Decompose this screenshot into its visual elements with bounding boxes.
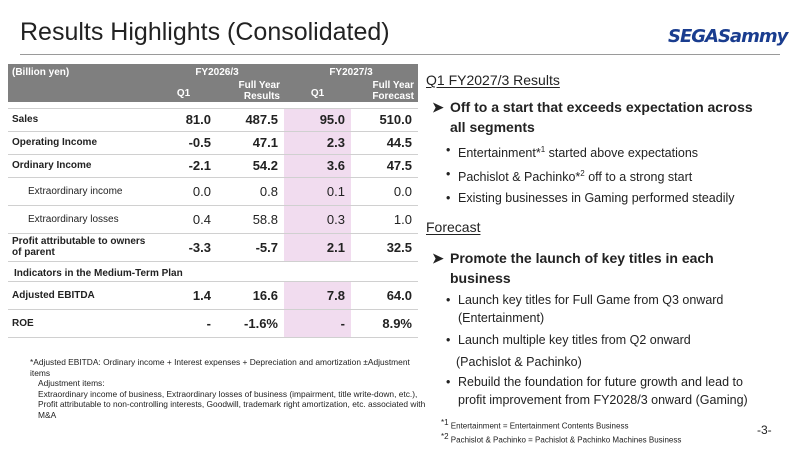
table-cell: 0.4 xyxy=(150,205,217,234)
table-header-row: (Billion yen) FY2026/3 FY2027/3 xyxy=(8,64,418,102)
table-cell: - xyxy=(150,309,217,338)
table-cell: 8.9% xyxy=(351,309,418,338)
forecast-sub-list: • Launch key titles for Full Game from Q… xyxy=(446,291,786,409)
title-divider xyxy=(20,54,780,55)
table-cell: 2.3 xyxy=(284,131,351,155)
main-bullet-line: Promote the launch of key titles in each xyxy=(450,250,714,266)
table-cell: 64.0 xyxy=(351,281,418,310)
table-cell: -5.7 xyxy=(217,233,284,262)
results-table: (Billion yen) FY2026/3 FY2027/3 Q1 Full … xyxy=(8,64,418,338)
row-label: Profit attributable to owners of parent xyxy=(8,233,150,262)
col-header: Full Year Results xyxy=(217,80,284,102)
table-cell: 7.8 xyxy=(284,281,351,310)
table-cell: 2.1 xyxy=(284,233,351,262)
table-cell: 54.2 xyxy=(217,154,284,178)
section-row: Indicators in the Medium-Term Plan xyxy=(8,261,418,282)
table-row: Extraordinary income 0.0 0.8 0.1 0.0 xyxy=(8,177,418,206)
list-item: • Existing businesses in Gaming performe… xyxy=(446,191,735,206)
forecast-main-bullet: ➤ Promote the launch of key titles in ea… xyxy=(432,248,782,288)
table-spacer xyxy=(8,102,418,109)
table-cell: 1.4 xyxy=(150,281,217,310)
table-cell: 0.0 xyxy=(150,177,217,206)
company-logo: SEGASammy xyxy=(668,26,788,47)
table-row: Profit attributable to owners of parent … xyxy=(8,233,418,262)
list-item: • Launch multiple key titles from Q2 onw… xyxy=(446,333,691,369)
row-label: Extraordinary losses xyxy=(8,205,150,234)
footnote-line: *1 Entertainment = Entertainment Content… xyxy=(441,418,629,431)
bullet-dot-icon: • xyxy=(446,293,451,307)
table-cell: -1.6% xyxy=(217,309,284,338)
row-label: Adjusted EBITDA xyxy=(8,281,150,310)
ebitda-footnote: *Adjusted EBITDA: Ordinary income + Inte… xyxy=(30,357,430,420)
arrow-bullet-icon: ➤ xyxy=(432,250,444,266)
table-row: Adjusted EBITDA 1.4 16.6 7.8 64.0 xyxy=(8,281,418,310)
footnote-line: *Adjusted EBITDA: Ordinary income + Inte… xyxy=(30,357,410,378)
bullet-dot-icon: • xyxy=(446,333,451,347)
results-main-bullet: ➤ Off to a start that exceeds expectatio… xyxy=(432,97,782,137)
table-cell: 95.0 xyxy=(284,108,351,132)
table-subheader-row: Q1 Full Year Results Q1 Full Year Foreca… xyxy=(8,80,418,102)
row-label: ROE xyxy=(8,309,150,338)
results-sub-list: • Entertainment*1 started above expectat… xyxy=(446,141,786,207)
page-title: Results Highlights (Consolidated) xyxy=(20,18,390,46)
table-cell: -2.1 xyxy=(150,154,217,178)
table-row: Operating Income -0.5 47.1 2.3 44.5 xyxy=(8,131,418,155)
col-header: Q1 xyxy=(150,80,217,102)
bullet-dot-icon: • xyxy=(446,143,451,157)
table-cell: 0.3 xyxy=(284,205,351,234)
table-cell: 44.5 xyxy=(351,131,418,155)
table-cell: 81.0 xyxy=(150,108,217,132)
table-cell: 510.0 xyxy=(351,108,418,132)
table-cell: 58.8 xyxy=(217,205,284,234)
table-cell: 0.0 xyxy=(351,177,418,206)
table-row: ROE - -1.6% - 8.9% xyxy=(8,309,418,338)
row-label: Ordinary Income xyxy=(8,154,150,178)
group-header-fy2026: FY2026/3 xyxy=(150,64,284,80)
table-cell: 0.1 xyxy=(284,177,351,206)
unit-label: (Billion yen) xyxy=(8,64,150,102)
section-label: Indicators in the Medium-Term Plan xyxy=(8,261,418,282)
table-cell: 1.0 xyxy=(351,205,418,234)
main-bullet-line: Off to a start that exceeds expectation … xyxy=(450,99,753,115)
table-cell: 47.5 xyxy=(351,154,418,178)
row-label: Operating Income xyxy=(8,131,150,155)
forecast-heading: Forecast xyxy=(426,219,481,235)
list-item: • Launch key titles for Full Game from Q… xyxy=(446,293,724,325)
col-header: Full Year Forecast xyxy=(351,80,418,102)
bullet-dot-icon: • xyxy=(446,191,451,206)
results-heading: Q1 FY2027/3 Results xyxy=(426,72,560,88)
footnote-line: Adjustment items: xyxy=(38,378,105,388)
row-label: Extraordinary income xyxy=(8,177,150,206)
table-row: Ordinary Income -2.1 54.2 3.6 47.5 xyxy=(8,154,418,178)
arrow-bullet-icon: ➤ xyxy=(432,99,444,115)
col-header: Q1 xyxy=(284,80,351,102)
row-label: Sales xyxy=(8,108,150,132)
bullet-dot-icon: • xyxy=(446,167,451,182)
table-cell: - xyxy=(284,309,351,338)
list-item: • Pachislot & Pachinko*2 off to a strong… xyxy=(446,167,693,185)
footnote-line: Extraordinary income of business, Extrao… xyxy=(38,388,418,399)
main-bullet-line: business xyxy=(450,270,511,286)
table-cell: 32.5 xyxy=(351,233,418,262)
definitions-footnote: *1 Entertainment = Entertainment Content… xyxy=(441,418,681,445)
main-bullet-line: all segments xyxy=(450,119,535,135)
footnote-line: Profit attributable to non-controlling i… xyxy=(38,399,426,420)
page-number: -3- xyxy=(757,423,772,437)
list-item: • Rebuild the foundation for future grow… xyxy=(446,375,748,407)
table-cell: -0.5 xyxy=(150,131,217,155)
table-cell: 0.8 xyxy=(217,177,284,206)
list-item: • Entertainment*1 started above expectat… xyxy=(446,143,699,161)
footnote-line: *2 Pachislot & Pachinko = Pachislot & Pa… xyxy=(441,431,682,445)
table-cell: -3.3 xyxy=(150,233,217,262)
group-header-fy2027: FY2027/3 xyxy=(284,64,418,80)
table-cell: 3.6 xyxy=(284,154,351,178)
table-row: Sales 81.0 487.5 95.0 510.0 xyxy=(8,108,418,132)
table-cell: 47.1 xyxy=(217,131,284,155)
bullet-dot-icon: • xyxy=(446,375,451,389)
table-row: Extraordinary losses 0.4 58.8 0.3 1.0 xyxy=(8,205,418,234)
table-cell: 16.6 xyxy=(217,281,284,310)
table-cell: 487.5 xyxy=(217,108,284,132)
